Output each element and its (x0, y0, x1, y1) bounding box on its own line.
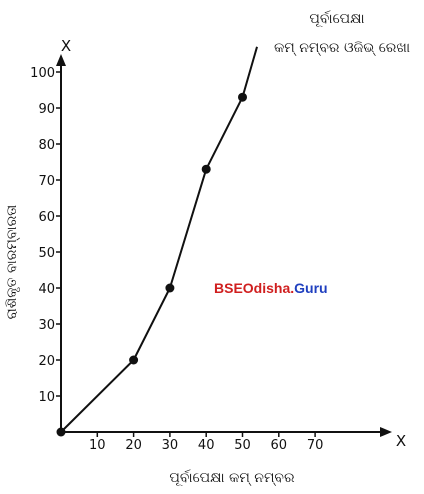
data-point-1 (56, 427, 66, 437)
x-tick-label-1: 10 (89, 438, 106, 453)
chart-title-line1: ପୂର୍ବାପେକ୍ଷା (309, 10, 364, 28)
y-tick-label-1: 10 (38, 390, 55, 405)
y-tick-label-9: 90 (38, 102, 55, 117)
y-tick-label-6: 60 (38, 210, 55, 225)
data-point-2 (129, 355, 139, 365)
watermark: BSEOdisha.Guru (214, 280, 328, 296)
x-axis-ticks: 10 20 30 40 50 60 70 (89, 432, 323, 453)
y-tick-label-10: 100 (30, 66, 55, 81)
x-tick-label-2: 20 (125, 438, 142, 453)
x-axis-label: ପୂର୍ବାପେକ୍ଷା କମ୍ ନମ୍ବର (169, 469, 295, 487)
x-tick-label-4: 40 (198, 438, 215, 453)
data-point-4 (201, 164, 211, 174)
y-axis-ticks: 10 20 30 40 50 60 70 80 90 100 (30, 66, 61, 405)
x-tick-label-7: 70 (307, 438, 324, 453)
x-tick-label-6: 60 (271, 438, 288, 453)
y-tick-label-3: 30 (38, 318, 55, 333)
x-tick-label-5: 50 (234, 438, 251, 453)
y-tick-label-5: 50 (38, 246, 55, 261)
watermark-part1: BSEOdisha. (214, 280, 294, 296)
y-axis-letter: X (61, 37, 71, 55)
y-tick-label-4: 40 (38, 282, 55, 297)
chart-title-line2: କମ୍ ନମ୍ବର ଓଜିଭ୍ ରେଖା (274, 40, 410, 56)
watermark-part2: Guru (294, 280, 327, 296)
y-axis-arrow (56, 54, 66, 66)
y-tick-label-7: 70 (38, 174, 55, 189)
data-point-5 (238, 92, 247, 102)
x-tick-label-3: 30 (162, 438, 179, 453)
y-axis-label: ରାଶିକୃତ ବାରମ୍ବାରତା (4, 205, 20, 320)
data-markers (56, 92, 247, 437)
x-axis-letter: X (396, 432, 406, 450)
y-tick-label-2: 20 (38, 354, 55, 369)
data-point-3 (165, 283, 175, 293)
y-tick-label-8: 80 (38, 138, 55, 153)
ogive-line (60, 46, 258, 433)
x-axis-arrow (380, 427, 392, 437)
